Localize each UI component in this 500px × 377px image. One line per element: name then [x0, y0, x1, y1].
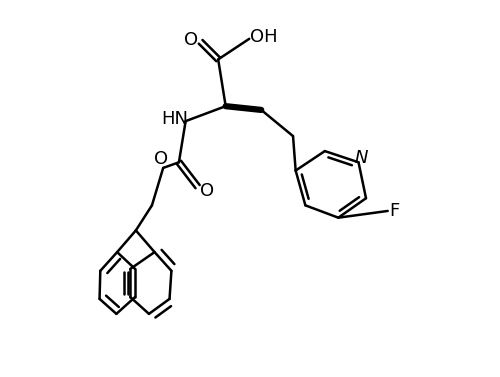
Text: HN: HN: [162, 110, 188, 128]
Text: OH: OH: [250, 28, 278, 46]
Text: F: F: [390, 202, 400, 220]
Text: O: O: [184, 31, 198, 49]
Text: O: O: [154, 150, 168, 167]
Text: N: N: [355, 149, 368, 167]
Text: O: O: [200, 182, 214, 200]
